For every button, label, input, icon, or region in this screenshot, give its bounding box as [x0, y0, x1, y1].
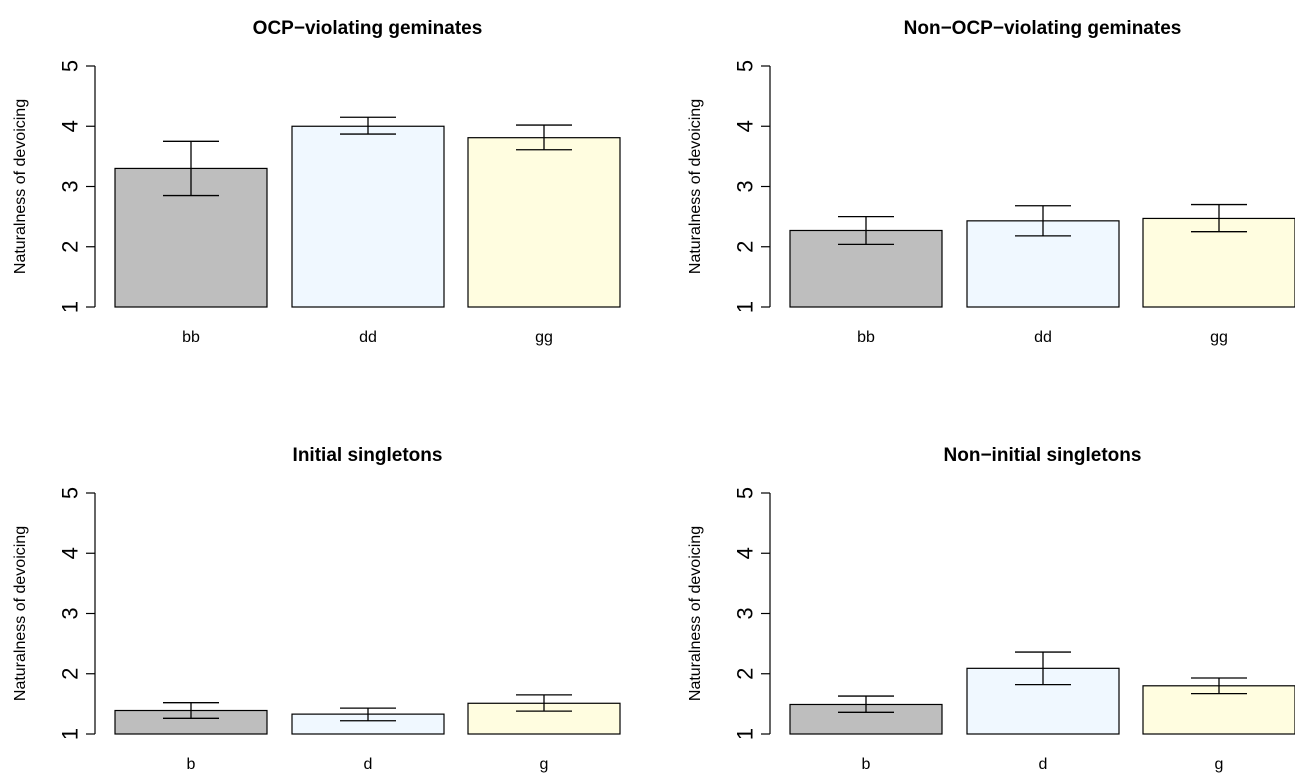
y-tick-label: 1 [733, 728, 758, 740]
category-label-bb: bb [857, 329, 875, 346]
chart-title: Non−OCP−violating geminates [904, 18, 1182, 39]
chart-title: Non−initial singletons [944, 445, 1142, 466]
category-label-d: d [364, 756, 373, 773]
y-axis-label: Naturalness of devoicing [687, 526, 704, 701]
y-tick-label: 5 [733, 60, 758, 72]
y-tick-label: 3 [58, 180, 83, 192]
y-axis-label: Naturalness of devoicing [12, 99, 29, 274]
y-tick-label: 1 [58, 728, 83, 740]
category-label-g: g [540, 756, 549, 773]
bar-gg [1142, 217, 1295, 308]
category-label-gg: gg [535, 329, 553, 346]
y-tick-label: 4 [58, 547, 83, 559]
chart-title: OCP−violating geminates [253, 18, 483, 39]
chart-panel-4: Non−initial singletons Naturalness of dev… [687, 445, 1295, 773]
y-tick-label: 3 [733, 607, 758, 619]
y-tick-label: 4 [733, 547, 758, 559]
category-label-dd: dd [1034, 329, 1052, 346]
y-tick-label: 5 [733, 487, 758, 499]
y-axis-label: Naturalness of devoicing [687, 99, 704, 274]
y-tick-label: 3 [733, 180, 758, 192]
y-tick-label: 2 [733, 241, 758, 253]
category-label-b: b [862, 756, 871, 773]
chart-title: Initial singletons [293, 445, 443, 466]
y-tick-label: 1 [58, 301, 83, 313]
chart-panel-3: Initial singletons Naturalness of devoici… [12, 445, 621, 773]
y-tick-label: 3 [58, 607, 83, 619]
y-tick-label: 4 [733, 120, 758, 132]
y-tick-label: 2 [58, 668, 83, 680]
category-label-b: b [187, 756, 196, 773]
y-tick-label: 2 [733, 668, 758, 680]
y-tick-label: 5 [58, 60, 83, 72]
y-axis-label: Naturalness of devoicing [12, 526, 29, 701]
category-label-d: d [1039, 756, 1048, 773]
bar-dd [291, 125, 445, 308]
category-label-dd: dd [359, 329, 377, 346]
chart-panel-2: Non−OCP−violating geminates Naturalness o… [687, 18, 1295, 346]
y-tick-label: 2 [58, 241, 83, 253]
y-tick-label: 4 [58, 120, 83, 132]
bar-gg [467, 137, 621, 308]
category-label-gg: gg [1210, 329, 1228, 346]
y-tick-label: 1 [733, 301, 758, 313]
chart-panel-1: OCP−violating geminates Naturalness of de… [12, 18, 621, 346]
category-label-bb: bb [182, 329, 200, 346]
y-tick-label: 5 [58, 487, 83, 499]
category-label-g: g [1215, 756, 1224, 773]
